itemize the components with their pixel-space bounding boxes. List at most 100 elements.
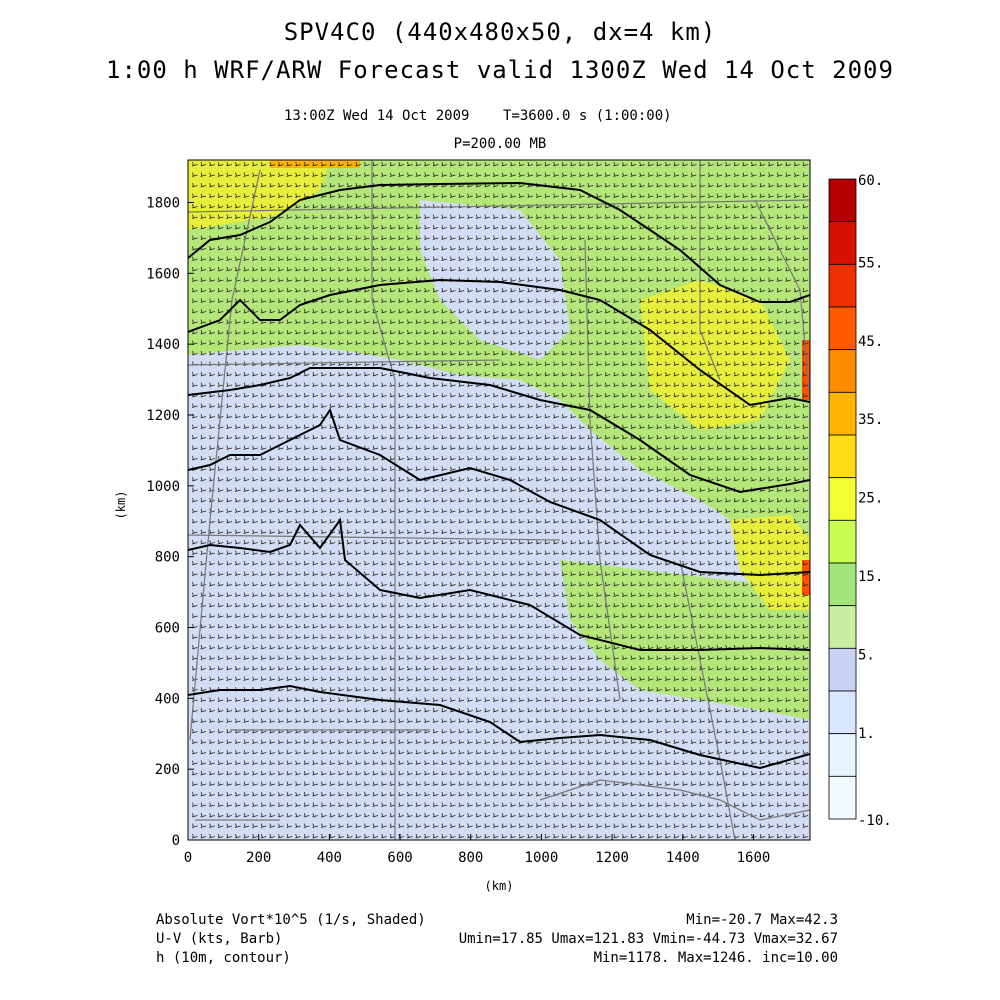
wind-barb <box>303 424 310 429</box>
wind-barb <box>673 718 680 723</box>
wind-barb <box>750 676 757 681</box>
wind-barb <box>656 455 663 461</box>
wind-barb <box>320 833 327 839</box>
wind-barb <box>312 518 319 524</box>
wind-barb <box>475 518 482 524</box>
wind-barb <box>759 319 766 324</box>
wind-barb <box>725 581 731 587</box>
wind-barb <box>553 445 559 450</box>
wind-barb <box>432 497 439 503</box>
wind-barb <box>338 214 344 219</box>
wind-barb <box>484 392 491 398</box>
wind-barb <box>802 781 809 786</box>
wind-barb <box>759 550 766 555</box>
wind-barb <box>527 161 534 167</box>
wind-barb <box>363 644 370 650</box>
wind-barb <box>312 287 319 293</box>
wind-barb <box>682 791 688 797</box>
wind-barb <box>768 613 774 618</box>
wind-barb <box>785 718 792 723</box>
wind-barb <box>252 613 258 618</box>
wind-barb <box>578 602 585 608</box>
wind-barb <box>226 214 233 219</box>
wind-barb <box>578 686 585 692</box>
wind-barb <box>802 203 809 209</box>
wind-barb <box>363 340 370 345</box>
wind-barb <box>785 833 792 839</box>
wind-barb <box>647 833 654 839</box>
wind-barb <box>725 602 731 608</box>
wind-barb <box>338 571 344 576</box>
wind-barb <box>639 739 645 744</box>
wind-barb <box>320 235 327 240</box>
wind-barb <box>355 235 362 240</box>
wind-barb <box>639 466 645 471</box>
wind-barb <box>449 476 456 482</box>
wind-barb <box>647 812 654 818</box>
wind-barb <box>768 403 774 408</box>
wind-barb <box>682 644 688 650</box>
wind-barb <box>217 697 224 702</box>
wind-barb <box>518 518 525 524</box>
wind-barb <box>570 802 577 807</box>
wind-barb <box>406 256 413 261</box>
wind-barb <box>320 665 327 671</box>
wind-barb <box>329 686 336 692</box>
wind-barb <box>467 308 473 314</box>
wind-barb <box>682 350 688 356</box>
wind-barb <box>217 592 224 597</box>
wind-barb <box>578 245 585 251</box>
wind-barb <box>621 434 628 440</box>
wind-barb <box>535 287 542 293</box>
wind-barb <box>630 508 637 513</box>
wind-barb <box>682 161 688 167</box>
wind-barb <box>441 802 448 807</box>
wind-barb <box>647 539 654 545</box>
wind-barb <box>742 182 749 188</box>
wind-barb <box>510 749 516 755</box>
wind-barb <box>217 371 224 377</box>
wind-barb <box>346 518 353 524</box>
wind-barb <box>750 602 757 608</box>
wind-barb <box>389 413 396 419</box>
wind-barb <box>639 361 645 366</box>
wind-barb <box>647 193 654 198</box>
wind-barb <box>725 665 731 671</box>
wind-barb <box>682 739 688 744</box>
wind-barb <box>389 571 396 576</box>
wind-barb <box>742 655 749 660</box>
wind-barb <box>690 655 697 660</box>
wind-barb <box>286 245 293 251</box>
wind-barb <box>501 308 508 314</box>
wind-barb <box>303 550 310 555</box>
wind-barb <box>682 392 688 398</box>
wind-barb <box>682 193 688 198</box>
wind-barb <box>785 392 792 398</box>
wind-barb <box>424 833 430 839</box>
wind-barb <box>690 235 697 240</box>
wind-barb <box>346 760 353 765</box>
wind-barb <box>475 193 482 198</box>
wind-barb <box>535 833 542 839</box>
wind-barb <box>449 770 456 776</box>
wind-barb <box>252 665 258 671</box>
wind-barb <box>707 592 714 597</box>
wind-barb <box>690 497 697 503</box>
wind-barb <box>673 224 680 230</box>
wind-barb <box>768 214 774 219</box>
wind-barb <box>303 161 310 167</box>
wind-barb <box>458 634 465 639</box>
wind-barb <box>639 634 645 639</box>
wind-barb <box>415 539 422 545</box>
wind-barb <box>217 340 224 345</box>
wind-barb <box>492 728 499 734</box>
wind-barb <box>553 550 559 555</box>
wind-barb <box>682 529 688 534</box>
wind-barb <box>682 781 688 786</box>
state-border-line <box>188 199 810 213</box>
wind-barb <box>209 676 215 681</box>
wind-barb <box>630 340 637 345</box>
wind-barb <box>750 760 757 765</box>
wind-barb <box>389 623 396 629</box>
wind-barb <box>596 382 602 387</box>
